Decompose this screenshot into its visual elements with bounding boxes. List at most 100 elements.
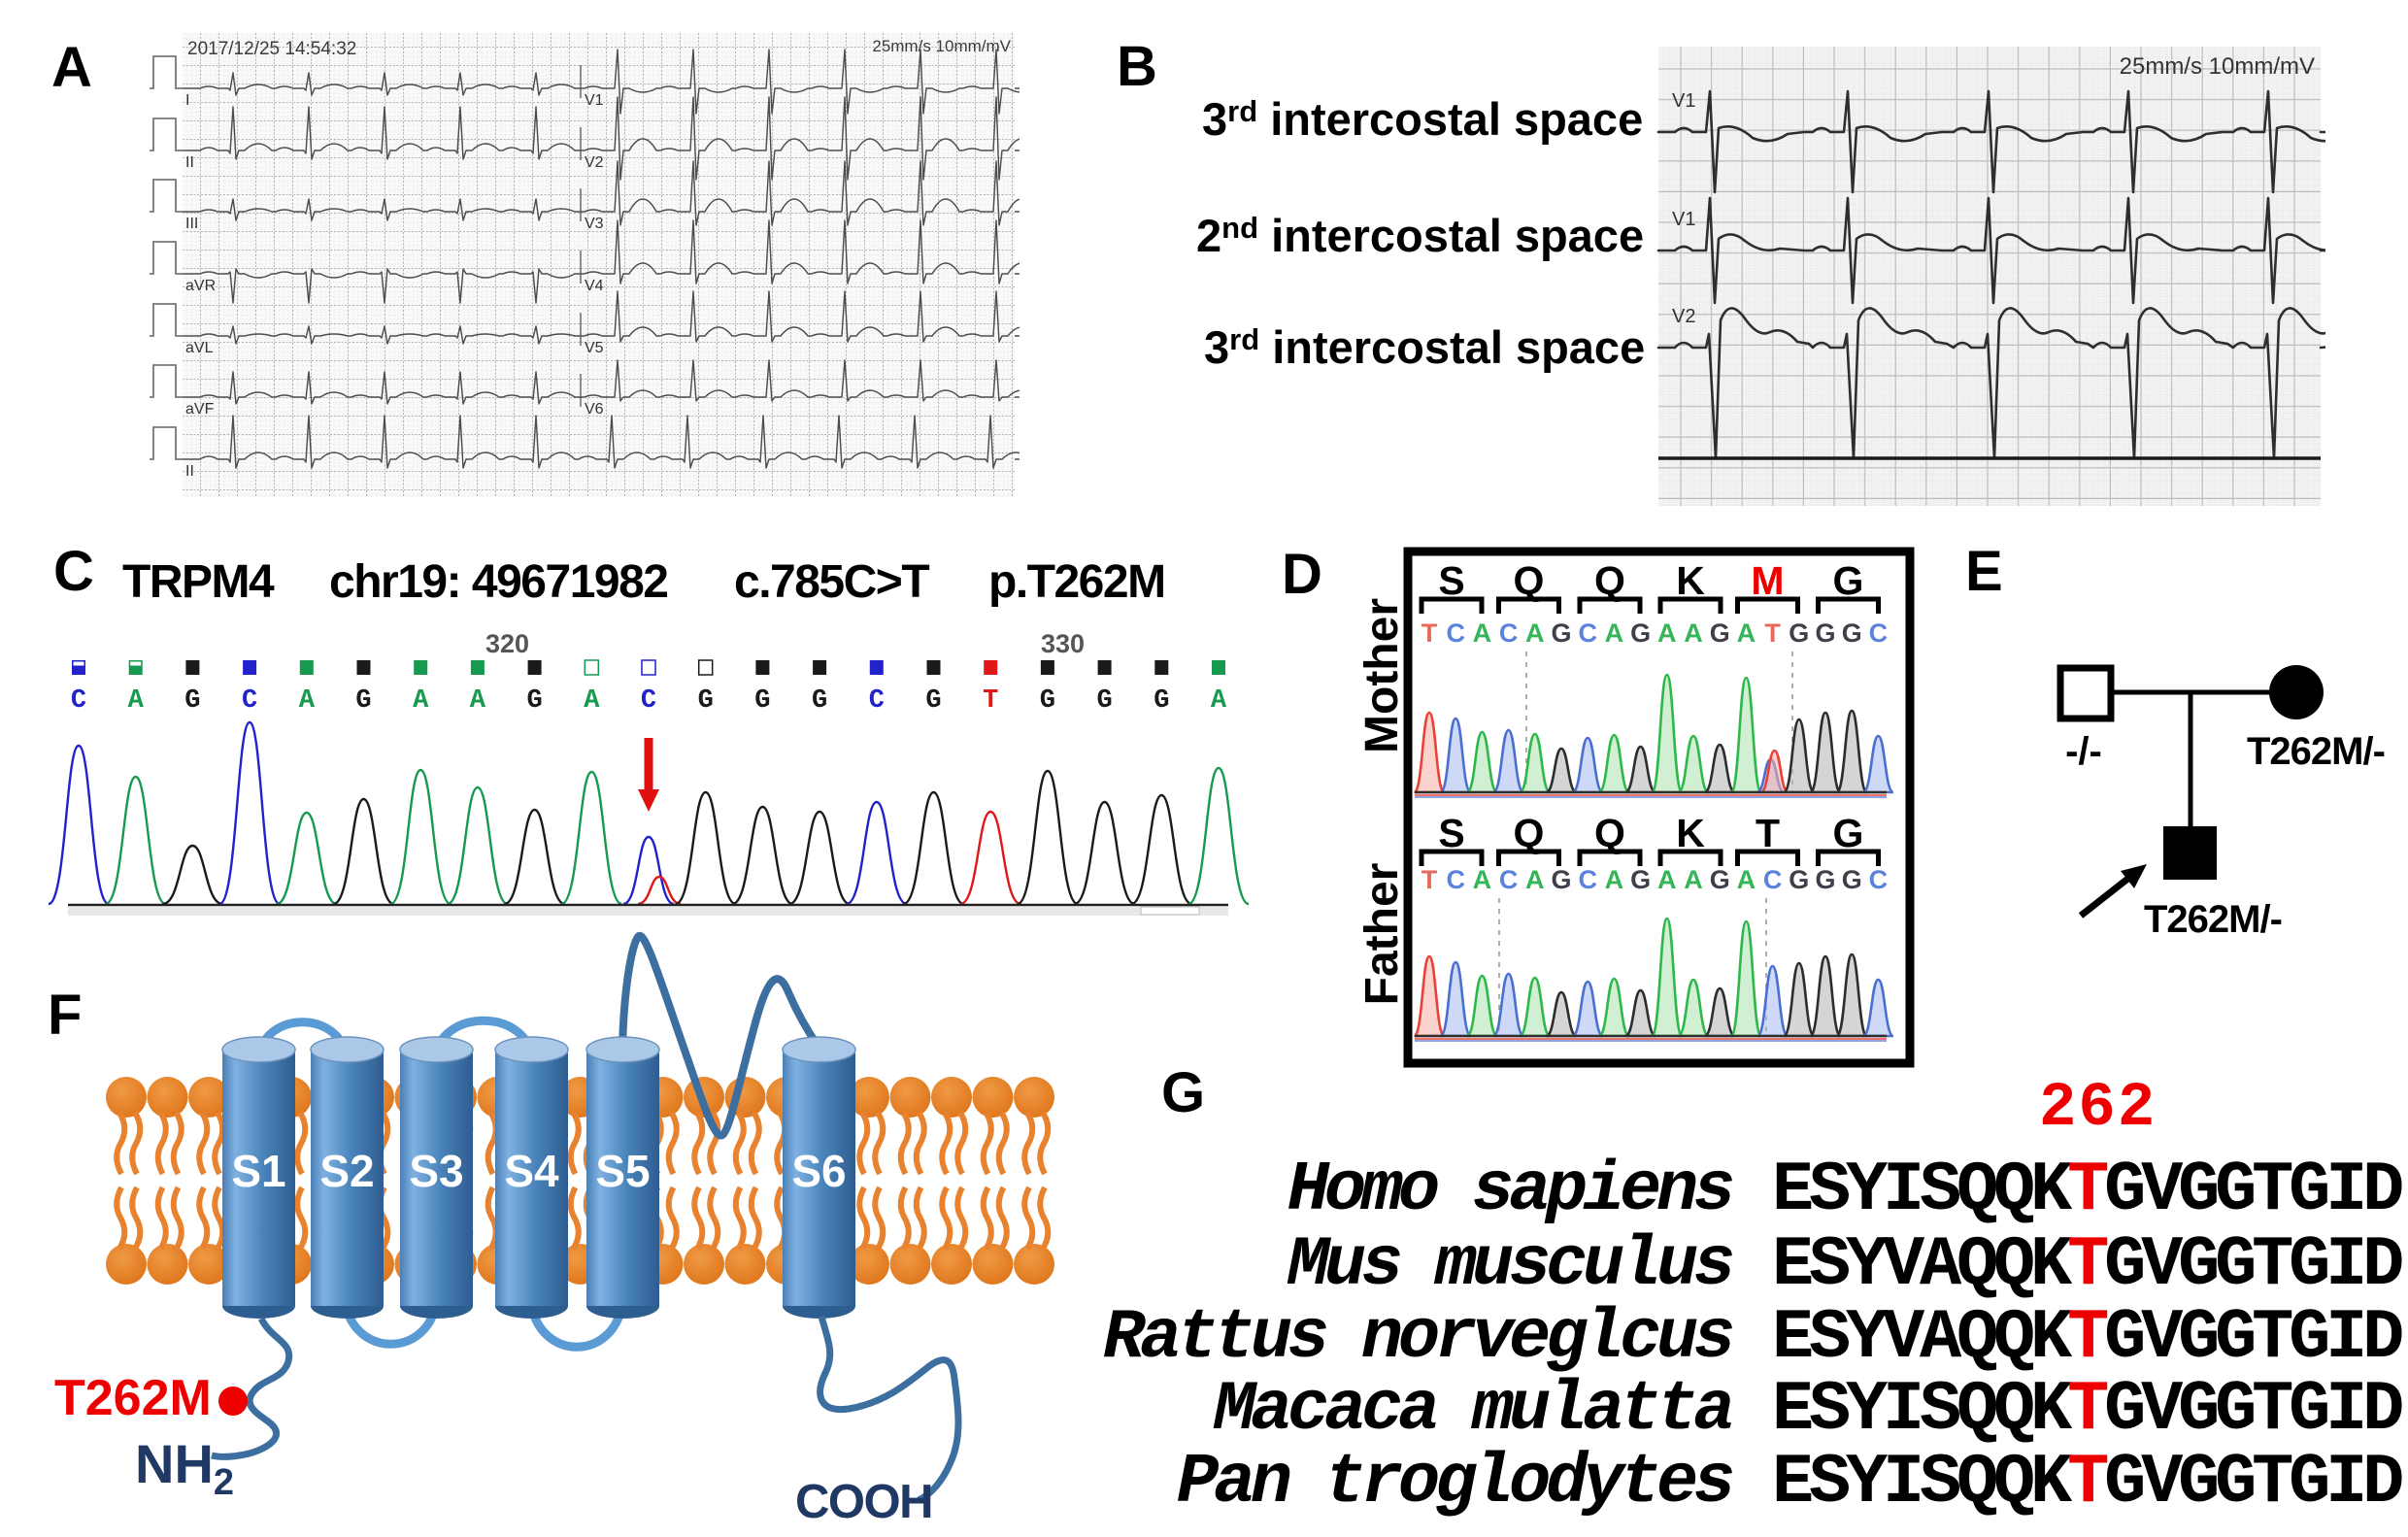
- svg-text:G: G: [1833, 558, 1864, 603]
- svg-text:-/-: -/-: [2065, 730, 2102, 773]
- svg-text:V3: V3: [585, 216, 604, 232]
- svg-text:G: G: [1551, 618, 1571, 648]
- svg-text:C: C: [242, 686, 257, 716]
- svg-text:G: G: [1630, 618, 1651, 648]
- svg-text:A: A: [1473, 865, 1492, 894]
- svg-text:G: G: [1789, 865, 1809, 894]
- svg-text:G: G: [1815, 618, 1835, 648]
- svg-text:A: A: [584, 686, 600, 716]
- svg-text:A: A: [1737, 865, 1756, 894]
- svg-text:G: G: [1842, 618, 1862, 648]
- svg-text:V2: V2: [1672, 306, 1695, 327]
- svg-text:C: C: [1869, 618, 1889, 648]
- svg-text:V1: V1: [585, 92, 604, 109]
- svg-text:A: A: [1657, 865, 1677, 894]
- svg-text:Q: Q: [1594, 811, 1625, 855]
- svg-text:G: G: [1710, 865, 1730, 894]
- svg-text:C: C: [869, 686, 885, 716]
- svg-text:A: A: [1684, 865, 1703, 894]
- svg-text:Q: Q: [1514, 811, 1545, 855]
- svg-text:COOH: COOH: [795, 1476, 932, 1528]
- svg-text:S: S: [1438, 558, 1464, 603]
- svg-text:A: A: [1737, 618, 1756, 648]
- svg-text:T262M: T262M: [54, 1370, 212, 1426]
- svg-text:G: G: [754, 686, 770, 716]
- svg-text:C: C: [1578, 618, 1597, 648]
- svg-text:T262M/-: T262M/-: [2144, 898, 2282, 941]
- svg-text:NH2: NH2: [135, 1433, 234, 1503]
- svg-text:S2: S2: [319, 1146, 374, 1196]
- svg-text:320: 320: [485, 631, 529, 658]
- svg-text:K: K: [1676, 558, 1705, 603]
- svg-text:V5: V5: [585, 340, 604, 356]
- svg-text:C: C: [1499, 865, 1519, 894]
- svg-text:C: C: [1499, 618, 1519, 648]
- svg-text:S1: S1: [231, 1146, 285, 1196]
- svg-text:T: T: [1756, 811, 1780, 855]
- svg-text:S5: S5: [595, 1146, 650, 1196]
- svg-text:G: G: [1040, 686, 1055, 716]
- svg-text:C: C: [1869, 865, 1889, 894]
- svg-text:C: C: [1446, 618, 1465, 648]
- svg-text:A: A: [1657, 618, 1677, 648]
- svg-text:G: G: [1710, 618, 1730, 648]
- svg-text:S3: S3: [409, 1146, 463, 1196]
- svg-text:V1: V1: [1672, 90, 1695, 112]
- svg-text:G: G: [1789, 618, 1809, 648]
- svg-text:T262M/-: T262M/-: [2247, 730, 2385, 773]
- svg-text:II: II: [185, 154, 194, 171]
- svg-text:II: II: [185, 463, 194, 480]
- svg-text:Q: Q: [1594, 558, 1625, 603]
- svg-text:A: A: [1525, 865, 1545, 894]
- svg-text:T: T: [1764, 618, 1781, 648]
- svg-text:V1: V1: [1672, 209, 1695, 230]
- svg-text:A: A: [299, 686, 316, 716]
- svg-text:330: 330: [1041, 631, 1085, 658]
- svg-text:A: A: [1525, 618, 1545, 648]
- svg-text:A: A: [1473, 618, 1492, 648]
- svg-text:G: G: [1842, 865, 1862, 894]
- svg-text:G: G: [1630, 865, 1651, 894]
- svg-text:G: G: [698, 686, 714, 716]
- svg-text:C: C: [1578, 865, 1597, 894]
- svg-text:V2: V2: [585, 154, 604, 171]
- svg-text:I: I: [185, 92, 189, 109]
- svg-text:A: A: [1684, 618, 1703, 648]
- svg-text:M: M: [1751, 558, 1784, 603]
- svg-text:G: G: [812, 686, 827, 716]
- svg-text:25mm/s 10mm/mV: 25mm/s 10mm/mV: [2120, 53, 2315, 80]
- svg-text:III: III: [185, 216, 198, 232]
- svg-text:aVR: aVR: [185, 278, 216, 294]
- svg-text:A: A: [1605, 618, 1624, 648]
- svg-text:T: T: [983, 686, 998, 716]
- svg-text:A: A: [413, 686, 429, 716]
- svg-text:G: G: [526, 686, 542, 716]
- svg-text:G: G: [355, 686, 371, 716]
- svg-text:C: C: [1763, 865, 1783, 894]
- svg-text:S6: S6: [791, 1146, 846, 1196]
- svg-text:G: G: [925, 686, 941, 716]
- svg-text:C: C: [1446, 865, 1465, 894]
- svg-text:S4: S4: [504, 1146, 559, 1196]
- svg-text:T: T: [1421, 865, 1438, 894]
- svg-text:Q: Q: [1514, 558, 1545, 603]
- svg-text:Father: Father: [1356, 863, 1408, 1006]
- svg-text:G: G: [1833, 811, 1864, 855]
- svg-text:S: S: [1438, 811, 1464, 855]
- svg-text:aVL: aVL: [185, 340, 214, 356]
- svg-text:K: K: [1676, 811, 1705, 855]
- svg-text:Mother: Mother: [1356, 598, 1408, 753]
- svg-text:G: G: [1154, 686, 1169, 716]
- svg-text:C: C: [641, 686, 656, 716]
- svg-text:2017/12/25 14:54:32: 2017/12/25 14:54:32: [187, 39, 356, 59]
- svg-text:G: G: [1551, 865, 1571, 894]
- svg-text:A: A: [1605, 865, 1624, 894]
- svg-text:aVF: aVF: [185, 401, 215, 418]
- svg-text:V4: V4: [585, 278, 604, 294]
- svg-text:T: T: [1421, 618, 1438, 648]
- svg-text:G: G: [1815, 865, 1835, 894]
- svg-text:C: C: [71, 686, 86, 716]
- svg-text:25mm/s 10mm/mV: 25mm/s 10mm/mV: [872, 37, 1011, 55]
- svg-text:A: A: [1211, 686, 1227, 716]
- svg-text:V6: V6: [585, 401, 604, 418]
